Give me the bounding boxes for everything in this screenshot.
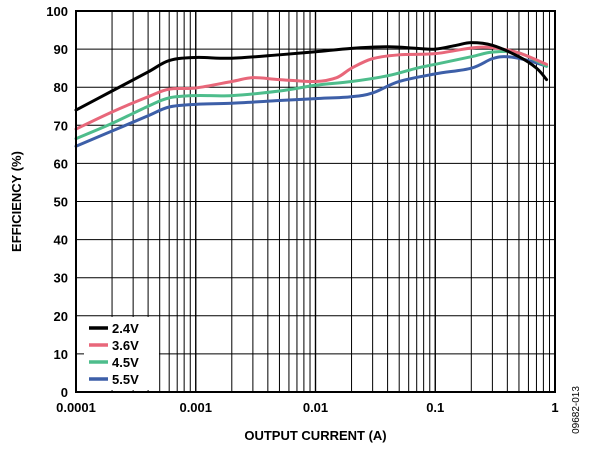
y-tick-label: 50 <box>54 195 68 210</box>
y-tick-label: 30 <box>54 271 68 286</box>
legend: 2.4V 3.6V 4.5V 5.5V <box>84 317 159 390</box>
legend-label: 3.6V <box>112 338 139 353</box>
y-tick-label: 40 <box>54 233 68 248</box>
x-tick-label: 0.001 <box>179 400 212 415</box>
series-line-4.5V <box>74 49 549 141</box>
legend-label: 4.5V <box>112 355 139 370</box>
x-tick-label: 1 <box>551 400 558 415</box>
series-line-3.6V <box>74 45 549 131</box>
y-tick-label: 0 <box>61 385 68 400</box>
plot-frame <box>75 10 556 393</box>
x-tick-label: 0.01 <box>303 400 328 415</box>
x-tick-label: 0.0001 <box>56 400 96 415</box>
y-tick-label: 60 <box>54 156 68 171</box>
x-tick-label: 0.1 <box>426 400 444 415</box>
y-tick-label: 10 <box>54 347 68 362</box>
y-tick-label: 70 <box>54 118 68 133</box>
tick-labels: 0 10 20 30 40 50 60 70 80 90 100 0.0001 0.001 0.01 0.1… <box>46 4 558 415</box>
x-axis-label: OUTPUT CURRENT (A) <box>244 428 386 443</box>
y-tick-label: 90 <box>54 42 68 57</box>
series-line-2.4V <box>74 41 549 112</box>
y-tick-label: 80 <box>54 80 68 95</box>
legend-label: 2.4V <box>112 321 139 336</box>
series-line-5.5V <box>74 55 549 148</box>
figure-id: 09682-013 <box>571 386 582 434</box>
legend-label: 5.5V <box>112 372 139 387</box>
y-tick-label: 20 <box>54 309 68 324</box>
y-tick-label: 100 <box>46 4 68 19</box>
y-axis-label: EFFICIENCY (%) <box>9 151 24 252</box>
series-lines <box>74 41 549 148</box>
